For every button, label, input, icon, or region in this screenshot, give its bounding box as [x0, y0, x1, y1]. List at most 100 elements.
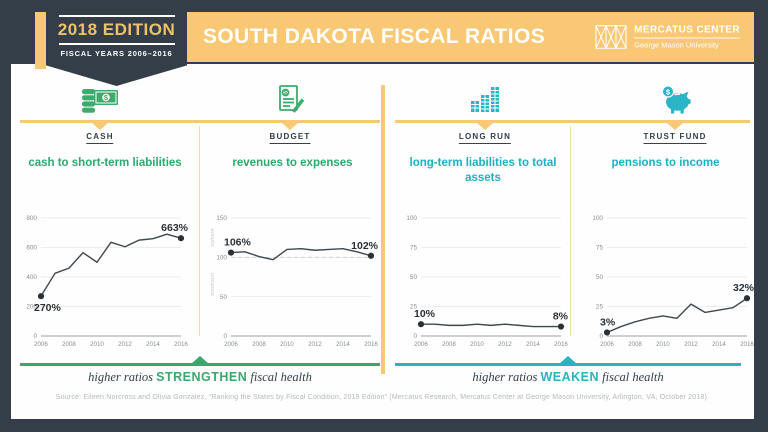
chart-title-longrun: long-term liabilities to total assets: [409, 157, 557, 184]
svg-text:2006: 2006: [224, 341, 238, 348]
footer-note-weaken: higher ratios WEAKEN fiscal health: [395, 370, 741, 385]
category-label-budget: BUDGET: [269, 132, 311, 144]
svg-text:2006: 2006: [34, 341, 48, 348]
left-section-rule: [20, 120, 380, 123]
line-chart-cash: 0 200 400 600 800 2006 2008 2010 2012 2014 2016 270…: [15, 204, 190, 354]
badge-rule-bottom: [58, 43, 175, 45]
pointer-budget: [282, 123, 298, 130]
svg-text:2014: 2014: [146, 341, 160, 348]
category-label-trustfund: TRUST FUND: [643, 132, 707, 144]
footer-note-strengthen: higher ratios STRENGTHEN fiscal health: [20, 370, 380, 385]
footer-pointer-weaken: [559, 356, 577, 364]
svg-text:2010: 2010: [280, 341, 294, 348]
svg-text:$: $: [284, 91, 288, 97]
logo-name: MERCATUS CENTER: [634, 25, 740, 39]
footer-note-pre: higher ratios: [472, 370, 541, 384]
svg-text:800: 800: [26, 215, 37, 222]
center-divider: [381, 85, 385, 374]
piggy-bank-icon: $: [659, 84, 691, 114]
mercatus-logo-icon: [595, 25, 627, 49]
svg-text:2016: 2016: [740, 341, 754, 348]
svg-text:0: 0: [599, 333, 603, 340]
svg-text:2014: 2014: [712, 341, 726, 348]
svg-text:50: 50: [410, 274, 418, 281]
svg-text:2008: 2008: [628, 341, 642, 348]
svg-text:2012: 2012: [118, 341, 132, 348]
svg-text:2012: 2012: [684, 341, 698, 348]
right-section-rule: [395, 120, 750, 123]
edition-accent-stripe: [35, 12, 46, 69]
page-title: SOUTH DAKOTA FISCAL RATIOS: [203, 25, 546, 48]
svg-text:200: 200: [26, 304, 37, 311]
content-panel: $ $: [11, 64, 756, 419]
svg-text:102%: 102%: [351, 240, 379, 252]
footer-pointer-strengthen: [191, 356, 209, 364]
svg-text:2012: 2012: [308, 341, 322, 348]
edition-subtitle: FISCAL YEARS 2006–2016: [60, 49, 173, 58]
svg-text:100: 100: [592, 215, 603, 222]
line-chart-budget: 0 50 100 150 solvent insolvent 2006 2008 2010 201…: [205, 204, 380, 354]
svg-text:2010: 2010: [90, 341, 104, 348]
pointer-trustfund: [667, 123, 683, 130]
pointer-longrun: [477, 123, 493, 130]
svg-text:2016: 2016: [364, 341, 378, 348]
svg-text:3%: 3%: [600, 316, 616, 328]
svg-text:270%: 270%: [34, 302, 62, 314]
category-label-longrun: LONG RUN: [458, 132, 512, 144]
footer-note-post: fiscal health: [247, 370, 312, 384]
svg-text:8%: 8%: [553, 311, 569, 323]
divider-longrun-trustfund: [570, 126, 571, 336]
edition-badge: 2018 EDITION FISCAL YEARS 2006–2016: [46, 0, 187, 86]
svg-text:75: 75: [410, 245, 418, 252]
logo-subname: George Mason University: [634, 40, 719, 50]
line-chart-trustfund: 0 25 50 75 100 2006 2008 2010 2012 2014 2016 3% 32%: [581, 204, 756, 354]
budget-document-icon: $: [275, 84, 305, 114]
svg-text:0: 0: [413, 333, 417, 340]
svg-text:100: 100: [406, 215, 417, 222]
svg-text:2008: 2008: [62, 341, 76, 348]
svg-text:0: 0: [223, 333, 227, 340]
svg-text:25: 25: [596, 304, 604, 311]
badge-rule-top: [58, 15, 175, 17]
svg-text:32%: 32%: [733, 282, 755, 294]
title-banner: SOUTH DAKOTA FISCAL RATIOS MERCATUS CENT…: [187, 12, 754, 62]
svg-text:2012: 2012: [498, 341, 512, 348]
svg-text:663%: 663%: [161, 222, 189, 234]
footer-keyword-weaken: WEAKEN: [540, 370, 600, 384]
chart-title-cash: cash to short-term liabilities: [28, 157, 182, 169]
svg-text:25: 25: [410, 304, 418, 311]
footer-note-pre: higher ratios: [88, 370, 157, 384]
svg-text:solvent: solvent: [210, 228, 216, 247]
category-label-cash: CASH: [86, 132, 114, 144]
svg-text:100: 100: [216, 255, 227, 262]
pointer-cash: [92, 123, 108, 130]
svg-text:2006: 2006: [600, 341, 614, 348]
svg-text:2016: 2016: [554, 341, 568, 348]
svg-text:insolvent: insolvent: [210, 273, 216, 296]
divider-cash-budget: [199, 126, 200, 336]
svg-text:2014: 2014: [336, 341, 350, 348]
svg-text:2006: 2006: [414, 341, 428, 348]
mercatus-logo: MERCATUS CENTER George Mason University: [595, 25, 740, 50]
chart-title-trustfund: pensions to income: [611, 157, 720, 169]
svg-text:50: 50: [220, 294, 228, 301]
svg-text:2008: 2008: [252, 341, 266, 348]
footer-rule-weaken: [395, 363, 741, 366]
svg-text:2008: 2008: [442, 341, 456, 348]
footer-note-post: fiscal health: [599, 370, 664, 384]
svg-text:10%: 10%: [414, 308, 436, 320]
svg-text:2010: 2010: [470, 341, 484, 348]
svg-text:600: 600: [26, 245, 37, 252]
svg-text:2016: 2016: [174, 341, 188, 348]
svg-text:150: 150: [216, 215, 227, 222]
svg-text:2010: 2010: [656, 341, 670, 348]
cash-icon: $: [81, 84, 119, 114]
svg-text:2014: 2014: [526, 341, 540, 348]
svg-text:$: $: [666, 87, 671, 96]
svg-text:75: 75: [596, 245, 604, 252]
footer-keyword-strengthen: STRENGTHEN: [156, 370, 248, 384]
chart-title-budget: revenues to expenses: [232, 157, 353, 169]
source-citation: Source: Eileen Norcross and Olivia Gonza…: [55, 394, 710, 401]
svg-text:$: $: [104, 93, 109, 102]
